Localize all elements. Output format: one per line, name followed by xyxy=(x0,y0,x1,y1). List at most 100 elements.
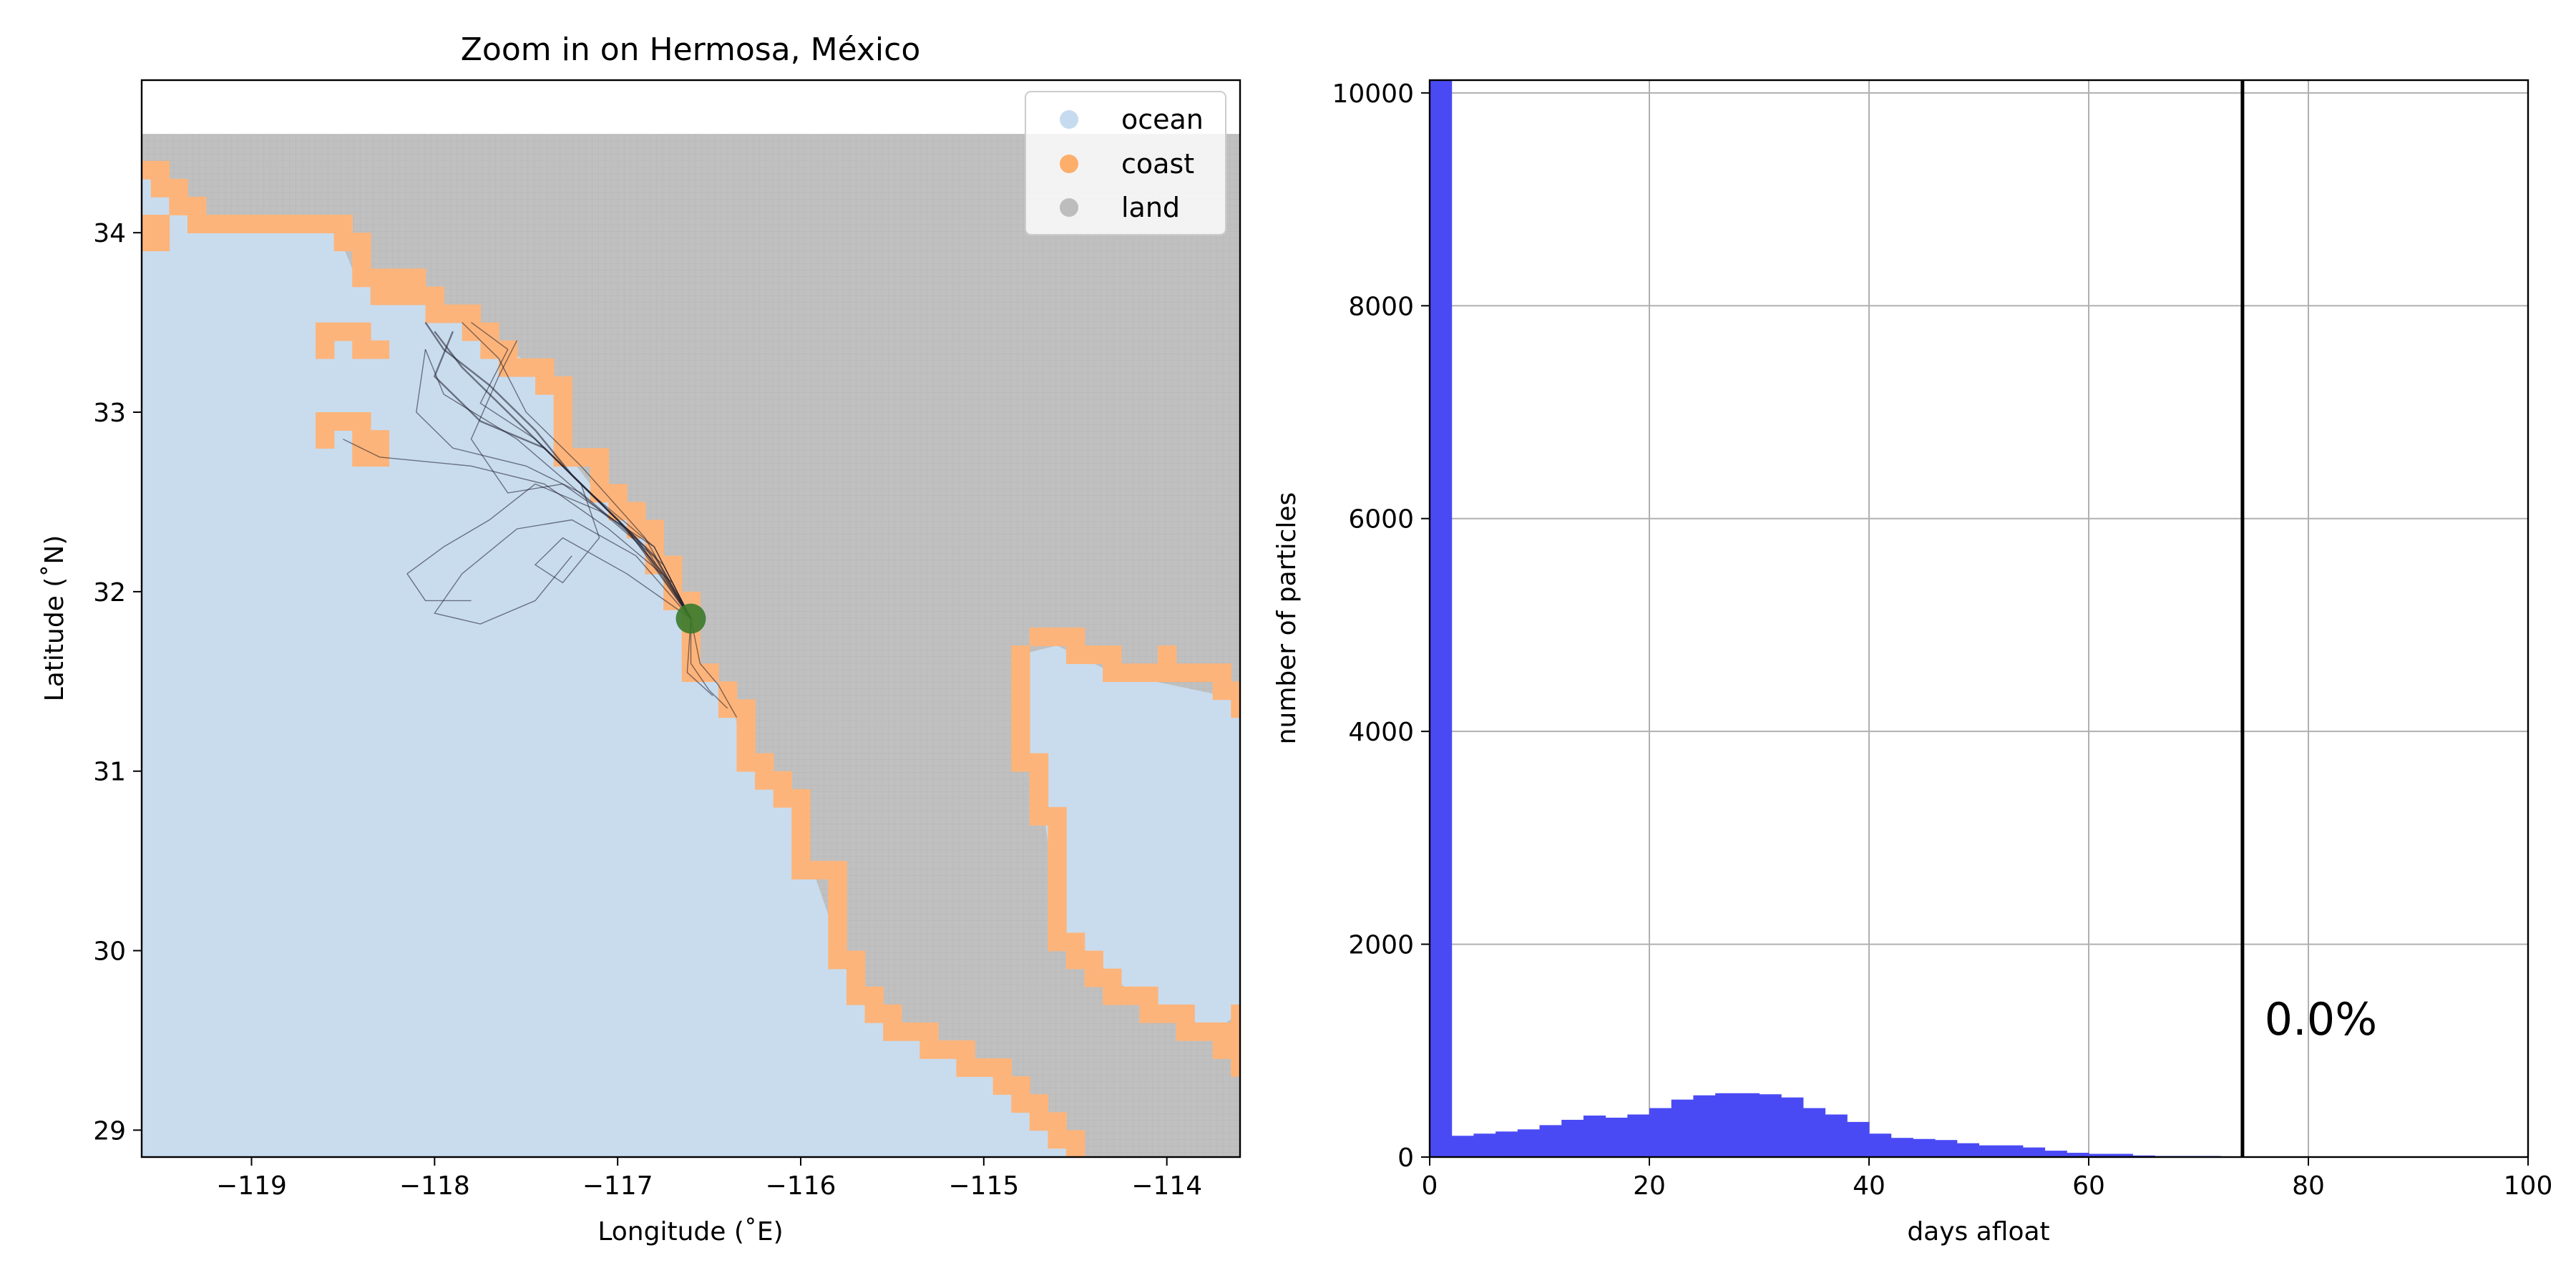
coast-cell xyxy=(187,215,207,234)
map-legend: ocean coast land xyxy=(1025,91,1226,235)
coast-cell xyxy=(828,861,847,880)
histogram-x-tick-label: 0 xyxy=(1422,1171,1438,1201)
coast-cell xyxy=(1029,628,1049,646)
coast-cell xyxy=(352,430,371,449)
map-x-ticks: −119 −118 −117 −116 −115 −114 xyxy=(216,1157,1202,1201)
coast-cell xyxy=(1231,1004,1240,1023)
coast-cell xyxy=(1029,806,1049,826)
coast-cell xyxy=(389,286,408,306)
histogram-y-tick-label: 4000 xyxy=(1348,718,1414,747)
coast-cell xyxy=(352,322,371,341)
coast-cell xyxy=(425,286,444,306)
coast-cell xyxy=(1048,843,1067,862)
histogram-x-tick-label: 60 xyxy=(2072,1171,2105,1201)
coast-cell xyxy=(406,268,426,288)
histogram-bar xyxy=(1759,1094,1782,1157)
coast-cell xyxy=(1011,645,1030,665)
coast-cell xyxy=(316,340,335,359)
coast-cell xyxy=(553,394,573,413)
coast-cell xyxy=(809,861,829,880)
coast-cell xyxy=(1048,879,1067,898)
legend-ocean-marker xyxy=(1060,110,1078,129)
histogram-bar xyxy=(1430,80,1453,1157)
trajectory-line xyxy=(690,618,728,709)
coast-cell xyxy=(260,215,280,234)
coast-cell xyxy=(1011,681,1030,701)
coast-cell xyxy=(1194,663,1214,683)
coast-cell xyxy=(224,215,243,234)
coast-cell xyxy=(142,233,152,252)
histogram-bar xyxy=(1605,1117,1628,1157)
histogram-y-ticks: 0 2000 4000 6000 8000 10000 xyxy=(1332,79,1430,1173)
coast-cells xyxy=(142,160,1240,1157)
coast-cell xyxy=(352,448,371,467)
coast-cell xyxy=(1103,663,1122,683)
legend-land-marker xyxy=(1060,198,1078,217)
coast-cell xyxy=(1029,1094,1049,1113)
coast-cell xyxy=(1139,1004,1158,1023)
histogram-bar xyxy=(1890,1138,1913,1157)
coast-cell xyxy=(1139,663,1158,683)
coast-cell xyxy=(352,412,371,431)
map-x-tick-label: −114 xyxy=(1131,1171,1202,1201)
map-y-tick-label: 34 xyxy=(93,219,126,248)
coast-cell xyxy=(1121,986,1141,1005)
histogram-bar xyxy=(1847,1121,1870,1157)
coast-cell xyxy=(1065,628,1085,646)
coast-cell xyxy=(535,358,555,377)
coast-cell xyxy=(1231,681,1240,701)
histogram-bar xyxy=(1693,1095,1716,1157)
histogram-bar xyxy=(2089,1153,2112,1157)
coast-cell xyxy=(1231,1040,1240,1059)
coast-cell xyxy=(150,178,170,197)
histogram-background xyxy=(1430,80,2528,1157)
map-y-ticks: 29 30 31 32 33 34 xyxy=(93,219,142,1146)
coast-cell xyxy=(736,753,756,772)
coast-cell xyxy=(608,484,628,503)
coast-cell xyxy=(1065,1148,1085,1157)
coast-cell xyxy=(205,215,225,234)
coast-cell xyxy=(956,1058,975,1077)
trajectory-line xyxy=(686,618,713,696)
coast-cell xyxy=(1212,1040,1232,1059)
coast-cell xyxy=(517,358,536,377)
coast-cell xyxy=(919,1022,939,1041)
histogram-bar xyxy=(1825,1114,1848,1157)
coast-cell xyxy=(1231,699,1240,718)
coast-cell xyxy=(1084,950,1103,970)
histogram-y-tick-label: 6000 xyxy=(1348,505,1414,535)
coast-cell xyxy=(1065,645,1085,665)
coast-cell xyxy=(828,950,847,970)
histogram-bar xyxy=(1539,1125,1562,1157)
coast-cell xyxy=(169,178,188,197)
coast-cell xyxy=(1176,1004,1195,1023)
coast-cell xyxy=(975,1058,994,1077)
histogram-bar xyxy=(2044,1151,2067,1157)
histogram-bar xyxy=(2067,1153,2089,1157)
coast-cell xyxy=(828,914,847,934)
map-title: Zoom in on Hermosa, México xyxy=(461,31,920,68)
coast-cell xyxy=(1029,771,1049,790)
coast-cell xyxy=(370,430,390,449)
coast-cell xyxy=(1212,1022,1232,1041)
coast-cell xyxy=(846,950,866,970)
coast-cell xyxy=(278,215,298,234)
histogram-bar xyxy=(1956,1143,1979,1157)
coast-cell xyxy=(333,233,353,252)
coast-cell xyxy=(142,160,152,180)
map-panel: Zoom in on Hermosa, México −119 −118 −117−… xyxy=(40,31,1241,1246)
histogram-y-tick-label: 8000 xyxy=(1348,292,1414,321)
coast-cell xyxy=(444,304,463,323)
coast-cell xyxy=(1011,735,1030,754)
coast-cell xyxy=(663,555,683,575)
histogram-bar xyxy=(1583,1116,1606,1157)
coast-cell xyxy=(773,771,793,790)
map-x-tick-label: −115 xyxy=(948,1171,1019,1201)
histogram-bar xyxy=(1561,1119,1584,1157)
histogram-bar xyxy=(1781,1097,1804,1157)
map-y-tick-label: 30 xyxy=(93,937,126,967)
map-y-tick-label: 33 xyxy=(93,399,126,428)
coast-cell xyxy=(553,376,573,395)
legend-land-label: land xyxy=(1121,192,1180,223)
